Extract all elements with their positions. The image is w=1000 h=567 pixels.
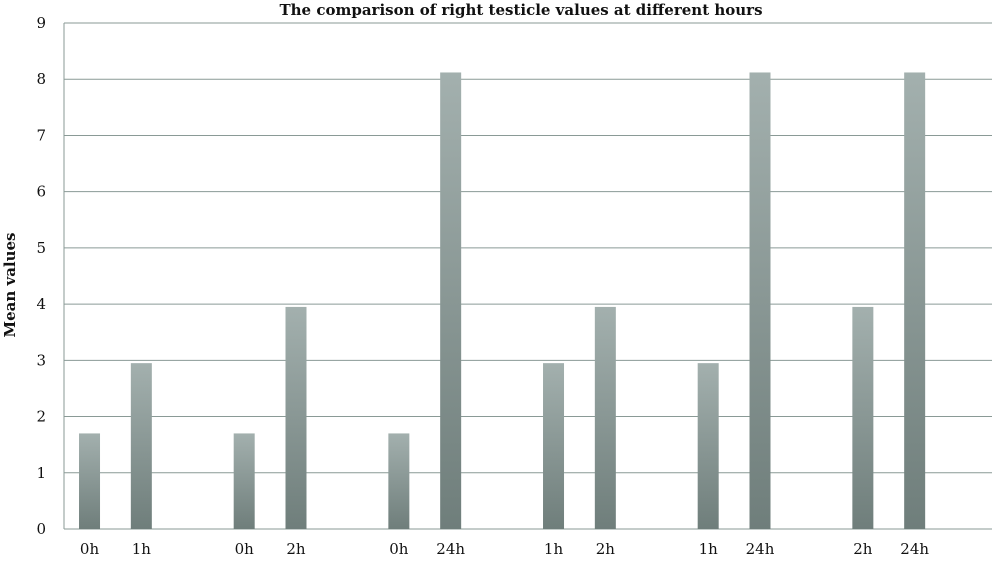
x-tick-label: 1h	[699, 540, 719, 558]
x-tick-label: 1h	[544, 540, 564, 558]
bar	[285, 306, 307, 529]
y-tick-label: 5	[36, 239, 46, 257]
x-tick-label: 24h	[436, 540, 465, 558]
x-tick-label: 2h	[596, 540, 616, 558]
bar	[233, 433, 255, 529]
y-tick-label: 7	[36, 126, 46, 144]
bar	[440, 72, 462, 529]
bar	[130, 363, 152, 529]
x-tick-label: 2h	[853, 540, 873, 558]
bar	[749, 72, 771, 529]
y-tick-label: 4	[36, 295, 46, 313]
bar	[594, 306, 616, 529]
y-tick-label: 6	[36, 183, 46, 201]
x-tick-label: 24h	[746, 540, 775, 558]
bar	[79, 433, 101, 529]
x-tick-label: 0h	[389, 540, 409, 558]
bar	[697, 363, 719, 529]
bar	[852, 306, 874, 529]
x-axis-ticks: 0h 1h 0h 2h 0h 24h 1h 2h 1h 24h 2h 24h	[80, 540, 929, 558]
bar	[904, 72, 926, 529]
x-tick-label: 0h	[235, 540, 255, 558]
y-axis-label: Mean values	[1, 232, 19, 337]
y-tick-label: 1	[36, 464, 46, 482]
y-tick-label: 0	[36, 520, 46, 538]
y-tick-label: 9	[36, 14, 46, 32]
bars	[79, 72, 926, 529]
x-tick-label: 0h	[80, 540, 100, 558]
bar	[388, 433, 410, 529]
bar	[543, 363, 565, 529]
y-tick-label: 8	[36, 70, 46, 88]
x-tick-label: 2h	[286, 540, 306, 558]
chart-title: The comparison of right testicle values …	[279, 1, 762, 19]
y-axis-ticks: 0 1 2 3 4 5 6 7 8 9	[36, 14, 46, 538]
gridlines	[63, 22, 992, 530]
x-tick-label: 24h	[900, 540, 929, 558]
x-tick-label: 1h	[132, 540, 152, 558]
y-tick-label: 3	[36, 351, 46, 369]
y-tick-label: 2	[36, 408, 46, 426]
